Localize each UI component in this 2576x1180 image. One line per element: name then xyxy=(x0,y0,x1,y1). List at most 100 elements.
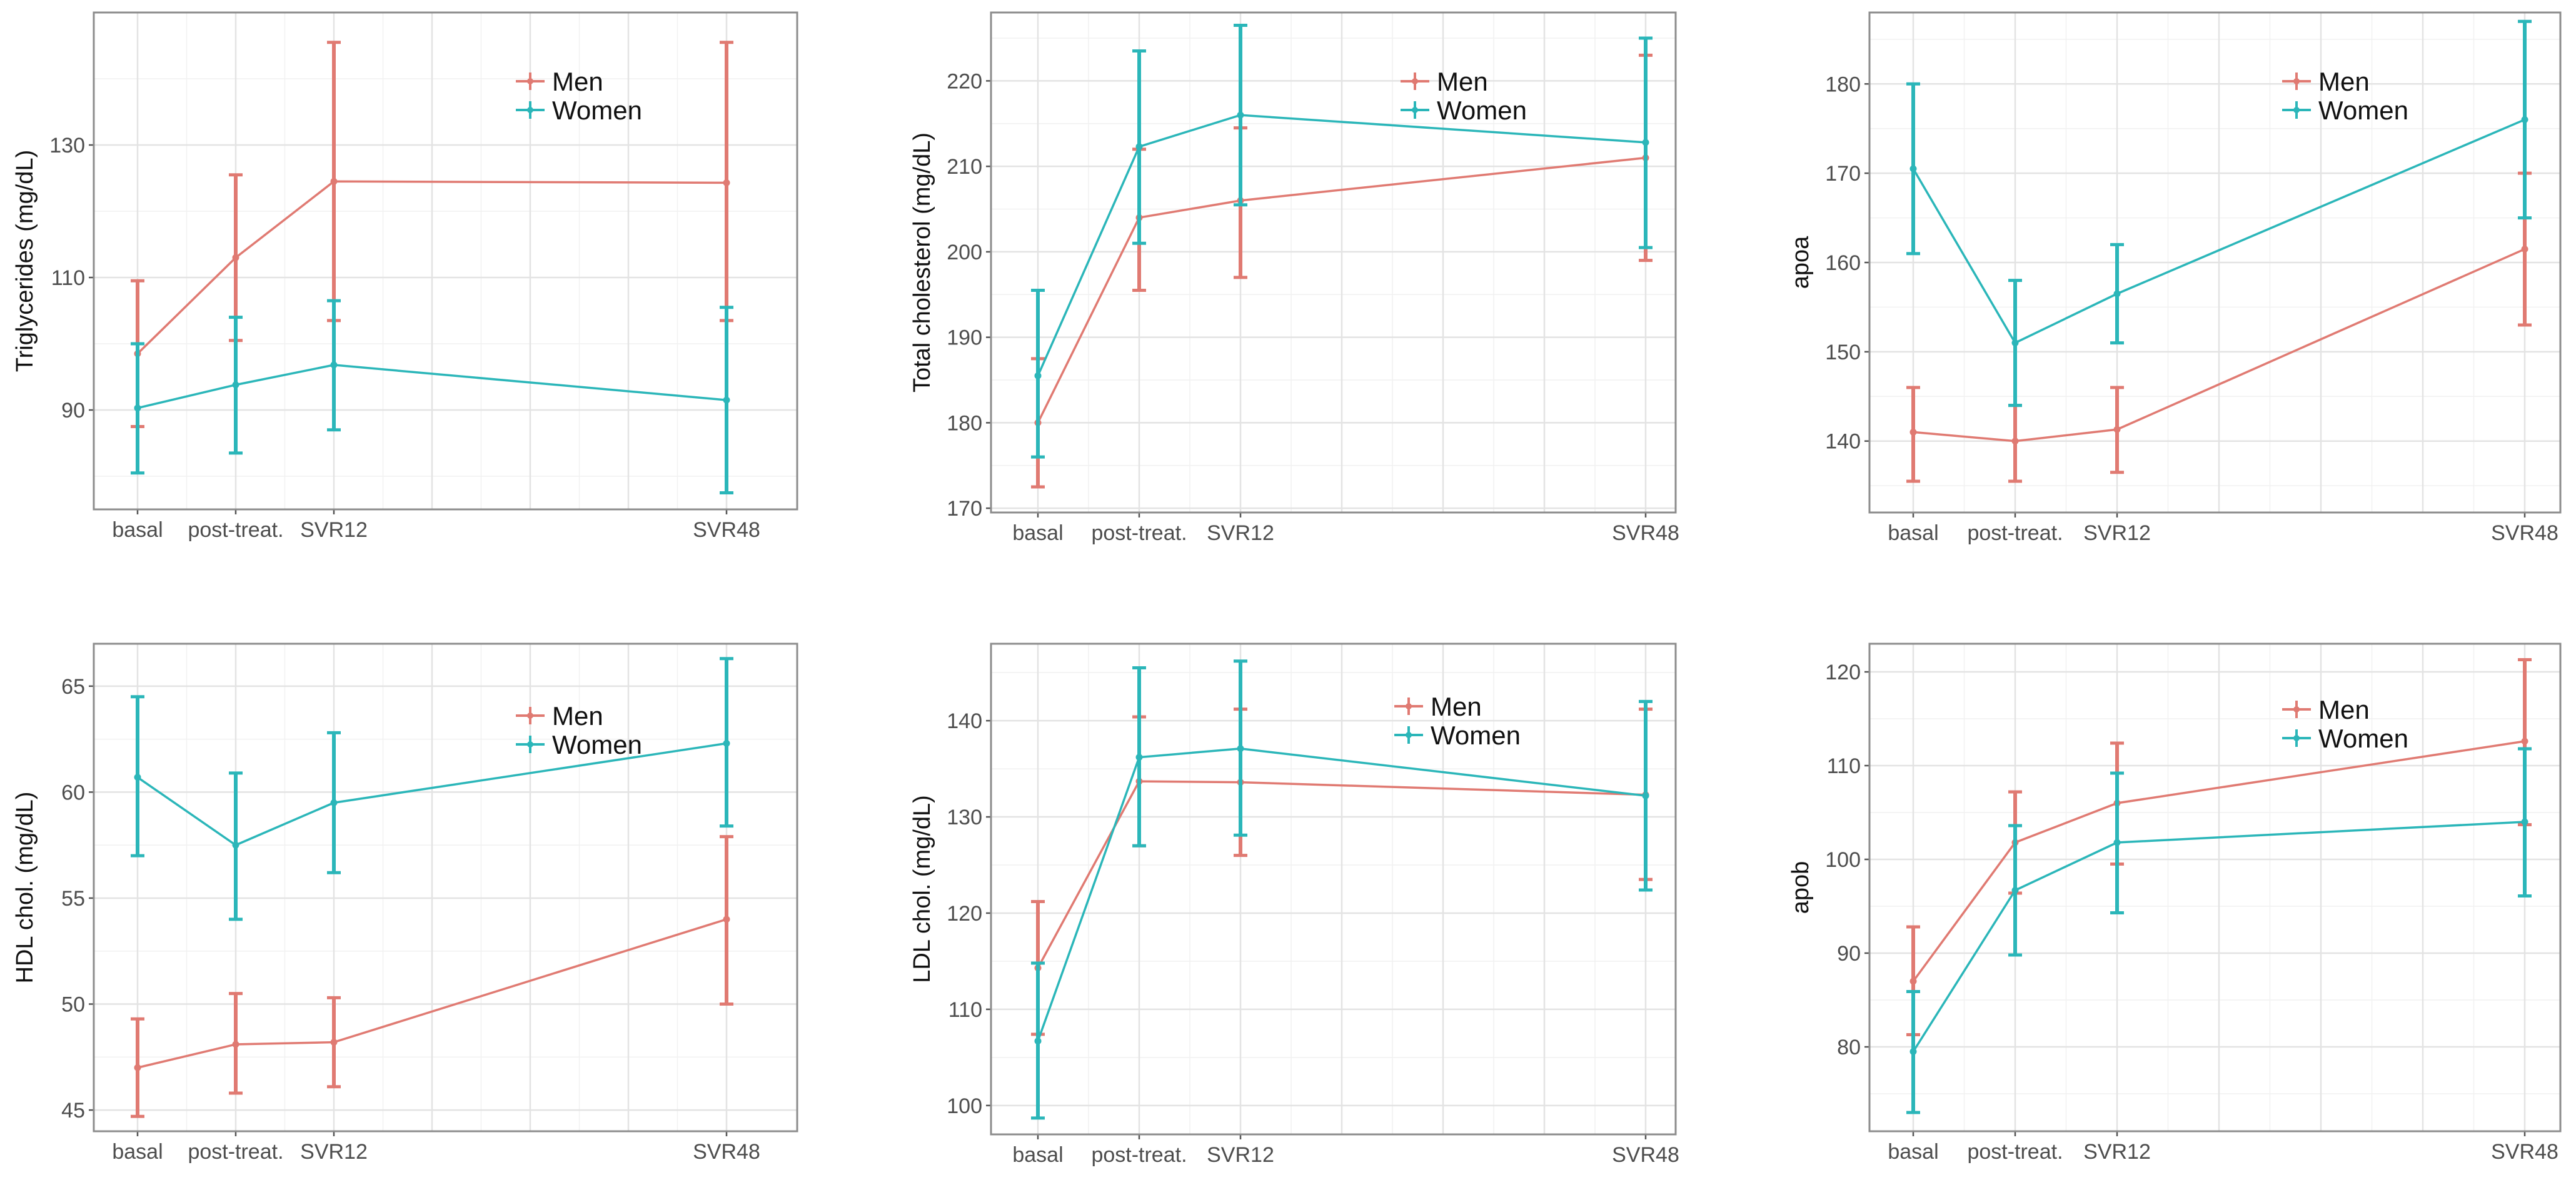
legend-key-point-women xyxy=(1406,732,1412,738)
y-tick-label: 120 xyxy=(947,902,982,926)
data-point xyxy=(1237,745,1244,752)
legend-label-men: Men xyxy=(1431,692,1482,721)
series-line-women xyxy=(1037,748,1646,1042)
data-point xyxy=(134,1064,141,1071)
x-tick-label: SVR48 xyxy=(2491,1140,2558,1164)
y-tick-label: 110 xyxy=(1827,754,1861,778)
series-line-men xyxy=(1037,780,1646,969)
legend-label-women: Women xyxy=(552,96,642,125)
y-tick-label: 110 xyxy=(948,998,982,1022)
data-point xyxy=(1909,1048,1917,1055)
data-point xyxy=(330,361,338,369)
legend-key-point-women xyxy=(527,741,533,748)
data-point xyxy=(1034,372,1042,379)
x-tick-label: SVR48 xyxy=(1612,1143,1679,1167)
y-tick-label: 45 xyxy=(61,1099,85,1122)
y-tick-label: 65 xyxy=(61,675,85,699)
x-tick-label: SVR48 xyxy=(2491,521,2558,545)
y-tick-label: 80 xyxy=(1837,1036,1861,1059)
y-tick-label: 120 xyxy=(1825,661,1861,684)
y-axis-title: Triglycerides (mg/dL) xyxy=(12,150,38,372)
y-tick-label: 90 xyxy=(1837,942,1861,966)
minor-grid xyxy=(991,12,1676,512)
y-tick-label: 210 xyxy=(947,155,982,179)
minor-grid xyxy=(1869,644,2560,1131)
series-line-men xyxy=(137,918,727,1069)
legend-label-women: Women xyxy=(552,730,642,759)
x-tick-label: SVR12 xyxy=(300,518,368,542)
panel-1: 90 110 130 basal post-treat. SVR12 SVR48 Trigly… xyxy=(12,11,798,542)
minor-grid xyxy=(94,644,797,1131)
series-women xyxy=(131,299,733,494)
legend-label-women: Women xyxy=(2318,96,2408,125)
data-point xyxy=(2521,818,2528,826)
y-tick-label: 60 xyxy=(61,781,85,804)
y-axis-title: LDL chol. (mg/dL) xyxy=(909,795,935,983)
legend-label-women: Women xyxy=(1431,721,1521,750)
data-point xyxy=(2521,116,2528,123)
data-point xyxy=(330,799,338,806)
data-point xyxy=(2521,246,2528,253)
data-point xyxy=(1909,428,1917,436)
legend-key-point-women xyxy=(527,107,533,113)
series-line-men xyxy=(136,180,727,355)
panel-5: 100 110 120 130 140 basal post-treat. SVR12 SVR4… xyxy=(909,642,1679,1167)
series-women xyxy=(1031,659,1653,1120)
x-tick-label: basal xyxy=(112,518,163,542)
panel-3: 140 150 160 170 180 basal post-treat. SVR12 SVR4… xyxy=(1788,11,2562,545)
series-men xyxy=(131,835,733,1118)
x-tick-label: basal xyxy=(1012,1143,1063,1167)
x-tick-label: post-treat. xyxy=(1967,521,2063,545)
legend-label-women: Women xyxy=(2318,724,2408,753)
panel-border xyxy=(93,11,798,511)
legend-key-point-men xyxy=(2293,706,2300,712)
legend-label-men: Men xyxy=(2318,67,2370,96)
legend-key-point-men xyxy=(2293,78,2300,84)
y-tick-label: 50 xyxy=(61,993,85,1017)
x-tick-label: SVR12 xyxy=(2083,521,2151,545)
series-line-women xyxy=(137,742,727,847)
series-line-women xyxy=(1912,118,2525,344)
panel-4: 45 50 55 60 65 basal post-treat. SVR12 SVR48 HDL … xyxy=(12,642,798,1164)
data-point xyxy=(2011,438,2019,445)
data-point xyxy=(232,254,239,261)
legend-key-point-men xyxy=(527,78,533,84)
series-women xyxy=(131,657,733,921)
x-tick-label: basal xyxy=(1888,521,1938,545)
legend-label-women: Women xyxy=(1437,96,1527,125)
panel-border xyxy=(1868,642,2562,1132)
y-tick-label: 100 xyxy=(1825,848,1861,872)
data-point xyxy=(723,739,730,747)
y-tick-label: 90 xyxy=(61,399,85,422)
panel-border xyxy=(990,642,1677,1136)
legend-label-men: Men xyxy=(552,67,603,96)
series-line-women xyxy=(137,364,727,409)
major-grid xyxy=(991,12,1676,512)
data-point xyxy=(232,381,239,389)
y-tick-label: 140 xyxy=(947,709,982,733)
series-line-men xyxy=(1913,248,2525,442)
y-tick-label: 170 xyxy=(1825,162,1861,186)
minor-grid xyxy=(94,12,797,509)
y-axis-title: Total cholesterol (mg/dL) xyxy=(909,132,935,392)
x-tick-label: basal xyxy=(1888,1140,1938,1164)
legend-key-point-women xyxy=(1412,107,1418,113)
data-point xyxy=(1642,139,1649,146)
data-point xyxy=(232,841,239,849)
series-women xyxy=(1906,19,2532,408)
data-point xyxy=(330,178,338,185)
data-point xyxy=(2011,339,2019,347)
major-grid xyxy=(1869,644,2560,1131)
series-women xyxy=(1906,747,2532,1114)
data-point xyxy=(330,1039,338,1046)
y-axis-title: HDL chol. (mg/dL) xyxy=(12,792,38,984)
series-women xyxy=(1031,24,1653,459)
y-tick-label: 180 xyxy=(1825,72,1861,96)
legend-key-point-women xyxy=(2293,107,2300,113)
legend-key-point-men xyxy=(1412,78,1418,84)
y-tick-label: 110 xyxy=(51,266,85,290)
y-tick-label: 100 xyxy=(947,1094,982,1118)
